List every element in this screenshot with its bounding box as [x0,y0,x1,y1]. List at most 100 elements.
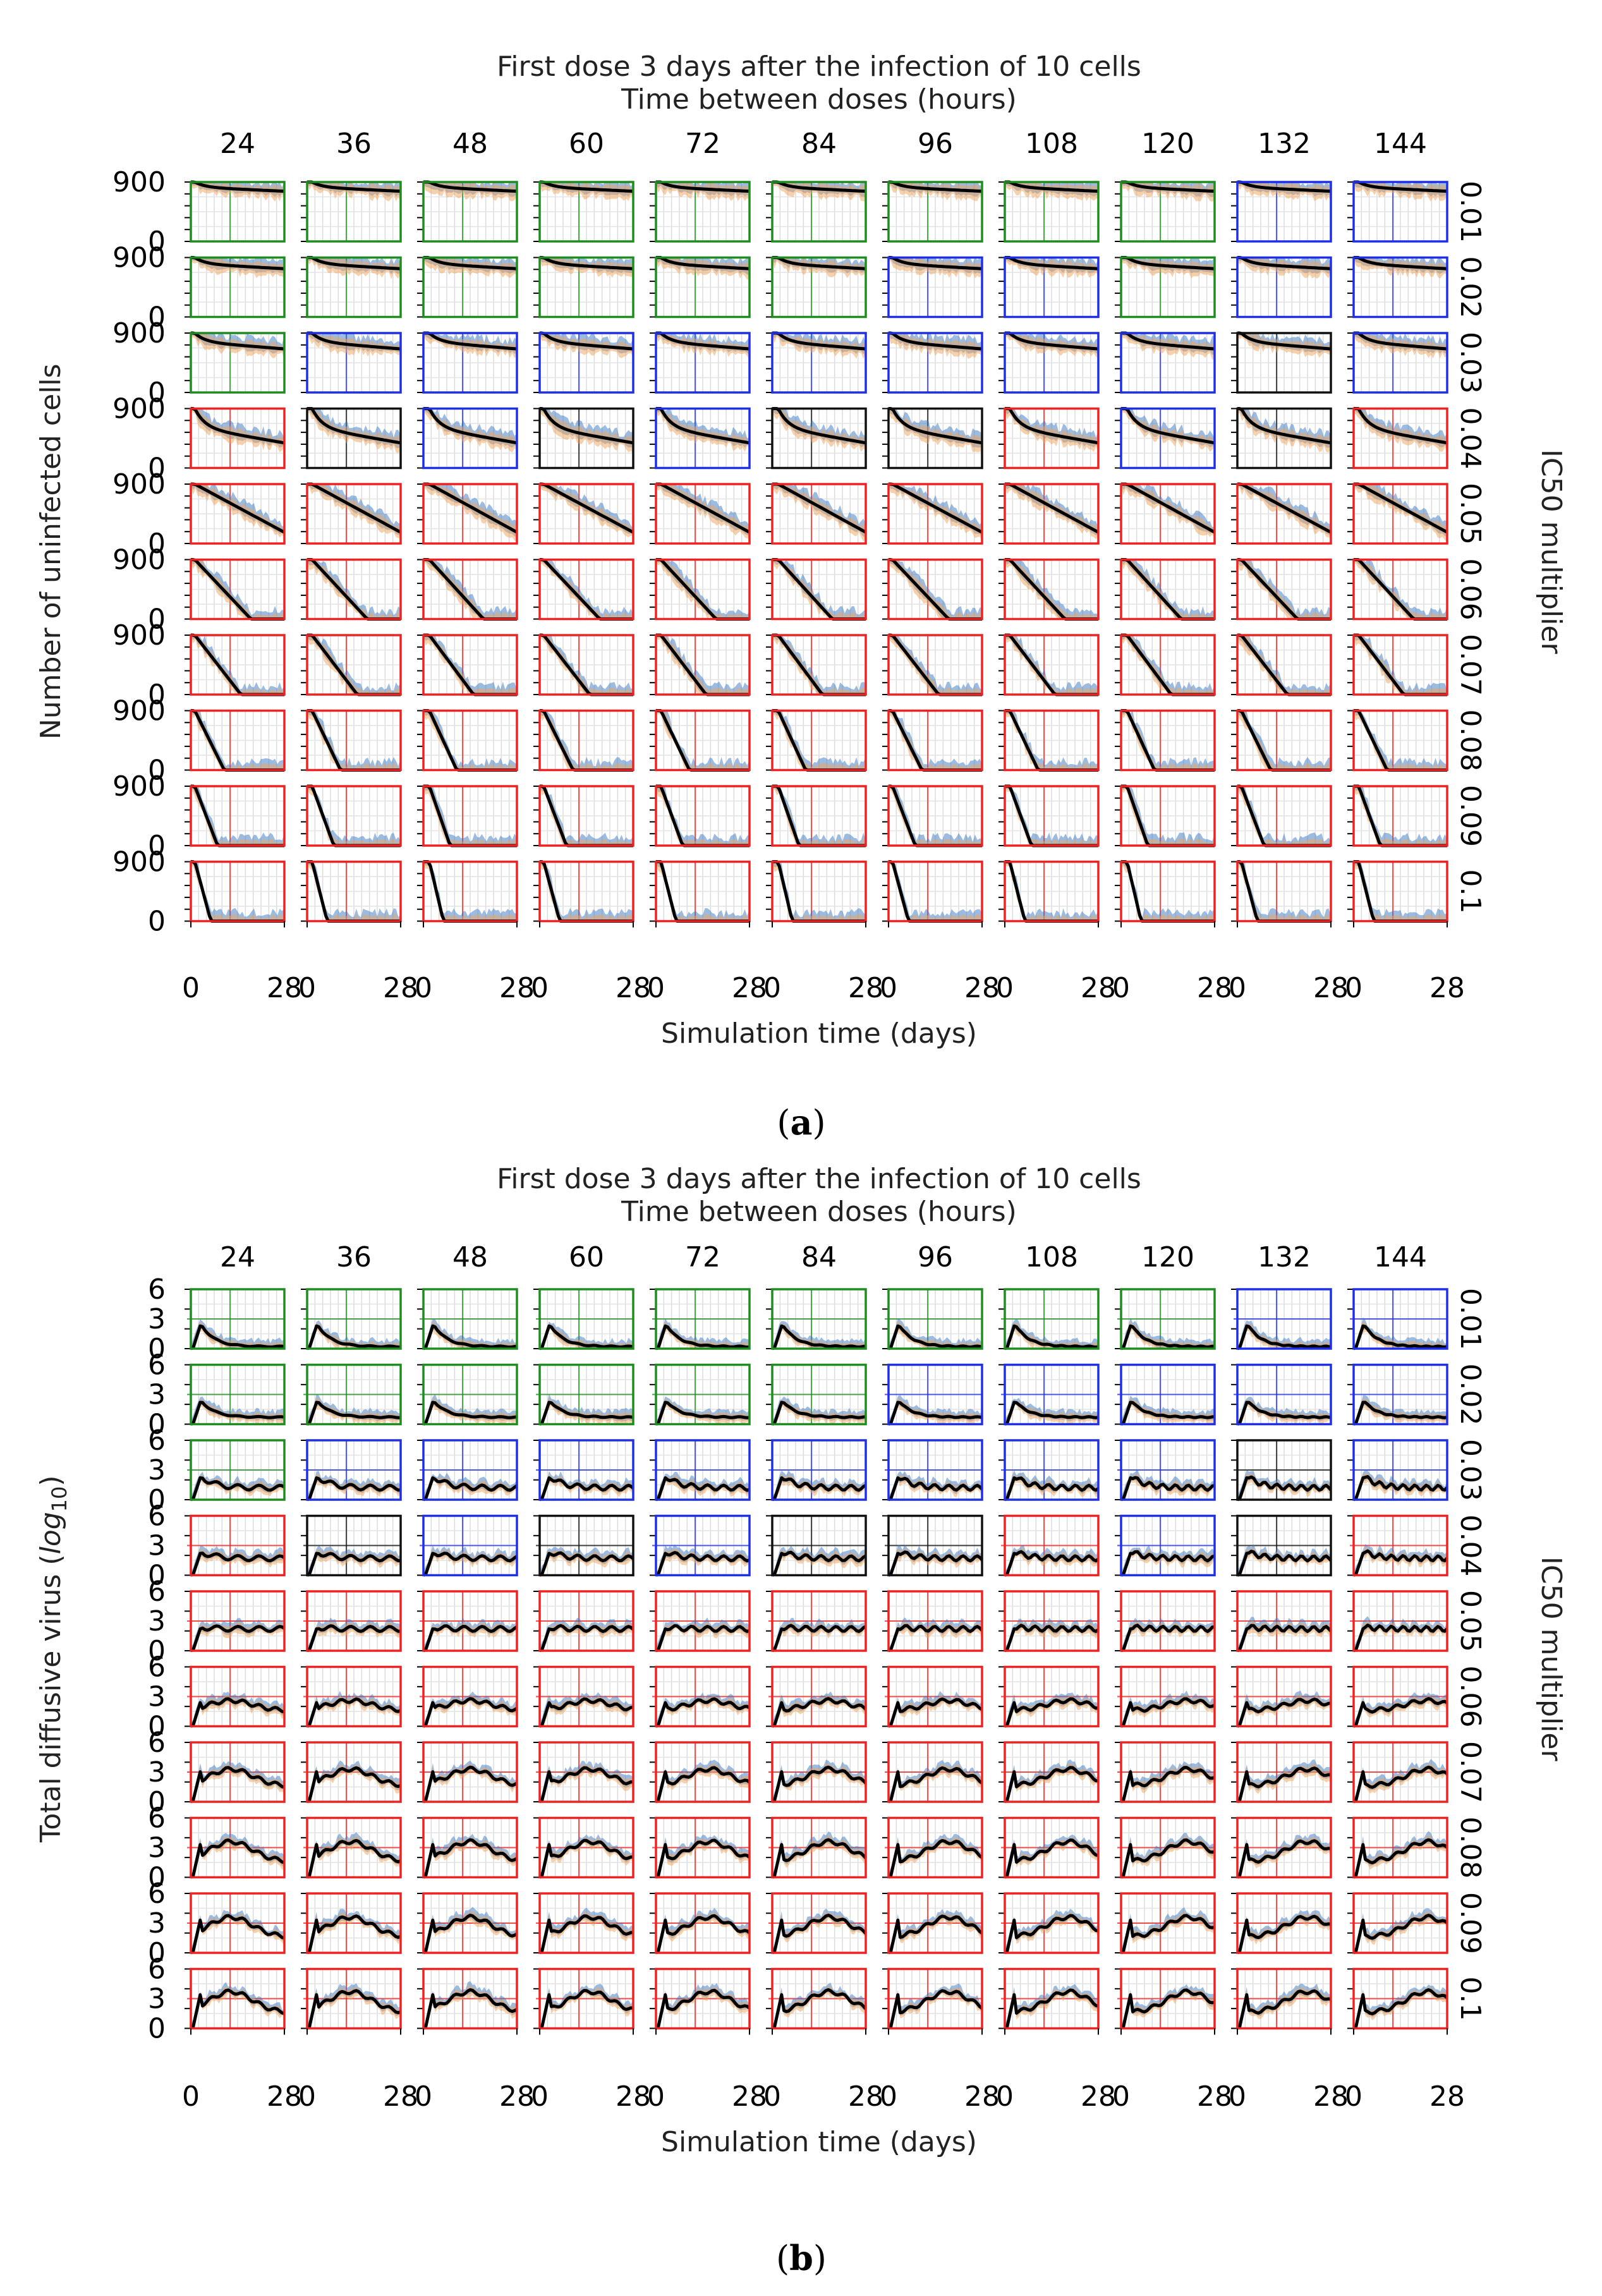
panel-b: First dose 3 days after the infection of… [35,1163,1567,2278]
subplot [998,1288,1100,1351]
subplot [301,633,402,696]
subplot [1347,1363,1448,1426]
series-band-blue [540,559,633,619]
subplot-frame [538,1665,634,1728]
subplot [533,1363,634,1426]
subplot-frame [538,1288,634,1350]
mean-series-line [423,482,518,534]
mean-series-line [540,180,634,193]
subplot-frame [655,483,751,545]
subplot-frame [1120,1514,1216,1577]
y-tick-label: 3 [148,1681,166,1713]
series-band-orange [191,408,284,453]
subplot-frame [1120,1288,1216,1350]
mean-series-line [1121,256,1215,270]
subplot-frame [1120,785,1216,847]
mean-series-line [423,1400,518,1426]
y-tick-label: 0 [148,604,166,636]
series-band-blue [423,1833,517,1878]
caption-letter: a [791,1102,813,1143]
y-tick-label: 6 [148,1500,166,1533]
y-tick-label: 3 [148,1530,166,1562]
subplot-frame [306,860,402,923]
subplot [185,1439,286,1502]
mean-series-line [1353,1549,1448,1577]
series-band-blue [772,559,866,619]
column-label: 132 [1258,1241,1311,1273]
subplot-frame [655,860,751,923]
subplot-frame [771,1665,867,1728]
subplot [882,331,983,394]
subplot-frame [1236,407,1332,470]
subplot-frame [887,1665,983,1728]
series-band-orange [1354,484,1447,542]
mean-series-line [422,1697,518,1728]
series-band-orange [307,1695,401,1727]
mean-series-line [539,1400,634,1426]
y-tick-label: 0 [148,453,166,485]
mean-series-line [423,1552,518,1577]
series-band-orange [423,484,517,542]
subplot [417,180,518,243]
series-band-orange [889,408,982,453]
subplot-frame [190,1439,286,1501]
y-tick-label: 900 [112,317,166,349]
subplot [185,1288,286,1351]
subplot [766,482,867,545]
series-band-orange [1354,408,1447,452]
subplot-frame [306,558,402,621]
subplot [1115,1363,1216,1426]
x-tick-label: 0 [298,972,316,1004]
mean-series-line [888,1476,983,1502]
panel-subtitle: Time between doses (hours) [621,83,1017,116]
subplot [533,709,634,772]
subplot-frame [1236,634,1332,696]
subplot [650,1288,751,1351]
mean-series-line [191,331,285,351]
column-label: 60 [569,1241,604,1273]
subplot-frame [1120,558,1216,621]
subplot [301,784,402,847]
mean-series-line [306,1400,401,1426]
mean-series-line [1237,1400,1332,1426]
row-label: 0.1 [1454,870,1486,914]
subplot [1115,180,1216,243]
y-tick-label: 3 [148,1303,166,1335]
series-band-orange [656,1321,749,1349]
subplot [1347,709,1448,772]
mean-series-line [772,180,866,193]
series-band-orange [772,484,866,542]
subplot [1231,633,1332,696]
subplot-frame [1120,634,1216,696]
series-band-blue [1005,786,1098,846]
mean-series-line [306,1838,401,1879]
subplot-frame [538,1363,634,1426]
series-band-orange [423,1837,517,1878]
subplot-frame [538,181,634,243]
subplot-frame [771,634,867,696]
subplot-frame [422,634,518,696]
subplot [533,1741,634,1804]
mean-series-line [1005,482,1100,534]
subplot-frame [1236,709,1332,772]
series-band-orange [1121,786,1215,846]
mean-series-line [1237,1550,1332,1577]
mean-series-line [1237,407,1332,445]
mean-series-line [1004,1697,1099,1728]
x-tick-label: 28 [1081,972,1116,1004]
subplot-frame [771,181,867,243]
subplot-frame [422,332,518,394]
mean-series-line [1005,331,1099,351]
subplot [301,1665,402,1728]
subplot-frame [190,785,286,847]
series-band-blue [1237,635,1331,695]
subplot-frame [771,256,867,319]
subplot-frame [1120,1439,1216,1501]
subplot-frame [190,1665,286,1728]
subplot-frame [538,709,634,772]
subplot [185,784,286,847]
mean-series-line [423,1476,518,1502]
subplot-frame [887,558,983,621]
subplot [417,784,518,847]
subplot-frame [655,1741,751,1803]
